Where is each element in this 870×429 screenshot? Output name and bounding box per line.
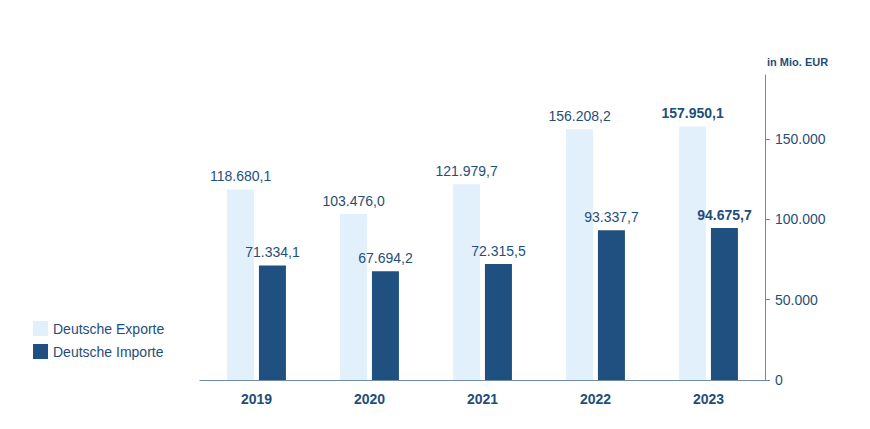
svg-text:100.000: 100.000 — [775, 211, 826, 227]
svg-text:150.000: 150.000 — [775, 131, 826, 147]
svg-text:156.208,2: 156.208,2 — [548, 108, 610, 124]
svg-text:2019: 2019 — [241, 391, 272, 407]
svg-text:Deutsche Exporte: Deutsche Exporte — [53, 321, 164, 337]
svg-text:121.979,7: 121.979,7 — [435, 163, 497, 179]
svg-text:94.675,7: 94.675,7 — [697, 207, 752, 223]
svg-text:2021: 2021 — [467, 391, 498, 407]
svg-text:72.315,5: 72.315,5 — [471, 243, 526, 259]
svg-text:157.950,1: 157.950,1 — [661, 105, 723, 121]
svg-text:Deutsche Importe: Deutsche Importe — [53, 344, 164, 360]
svg-text:in Mio. EUR: in Mio. EUR — [767, 56, 828, 68]
svg-text:0: 0 — [775, 372, 783, 388]
svg-text:103.476,0: 103.476,0 — [322, 193, 384, 209]
svg-text:118.680,1: 118.680,1 — [210, 168, 271, 184]
svg-text:71.334,1: 71.334,1 — [245, 244, 300, 260]
svg-text:50.000: 50.000 — [775, 292, 818, 308]
svg-text:2022: 2022 — [580, 391, 611, 407]
svg-text:2023: 2023 — [693, 391, 724, 407]
svg-text:67.694,2: 67.694,2 — [358, 250, 413, 266]
svg-text:93.337,7: 93.337,7 — [584, 209, 639, 225]
svg-text:2020: 2020 — [354, 391, 385, 407]
